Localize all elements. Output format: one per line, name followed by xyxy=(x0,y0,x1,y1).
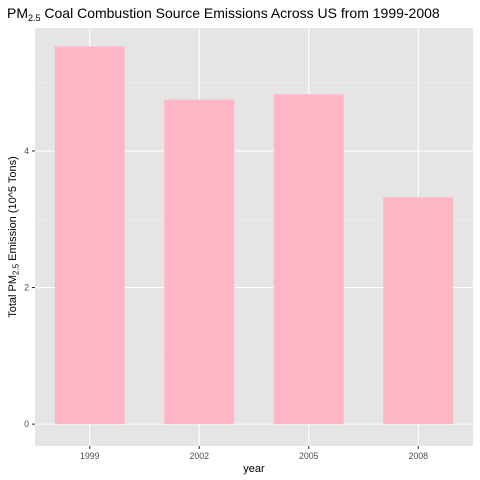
ylabel-subscript: 2.5 xyxy=(12,263,21,275)
bar-1999 xyxy=(54,46,125,425)
bar-2002 xyxy=(164,99,235,425)
title-subscript: 2.5 xyxy=(28,13,41,23)
x-tick-label: 2008 xyxy=(408,451,428,461)
y-tick-label: 0 xyxy=(24,419,29,429)
bar-2005 xyxy=(273,94,344,425)
axes: 0 2 4 1999 2002 2005 2008 xyxy=(24,146,428,461)
y-axis-label: Total PM2.5 Emission (10^5 Tons) xyxy=(7,156,21,318)
title-suffix: Coal Combustion Source Emissions Across … xyxy=(41,5,440,21)
bars xyxy=(54,46,454,425)
x-axis-label: year xyxy=(243,463,265,475)
chart-title: PM2.5 Coal Combustion Source Emissions A… xyxy=(7,5,440,23)
y-tick-label: 4 xyxy=(24,146,29,156)
x-tick-label: 2002 xyxy=(189,451,209,461)
y-tick-label: 2 xyxy=(24,283,29,293)
bar-2008 xyxy=(383,197,454,425)
ylabel-suffix: Emission (10^5 Tons) xyxy=(7,156,19,264)
title-prefix: PM xyxy=(7,5,28,21)
ylabel-prefix: Total PM xyxy=(7,275,19,318)
x-tick-label: 2005 xyxy=(299,451,319,461)
x-tick-label: 1999 xyxy=(80,451,100,461)
